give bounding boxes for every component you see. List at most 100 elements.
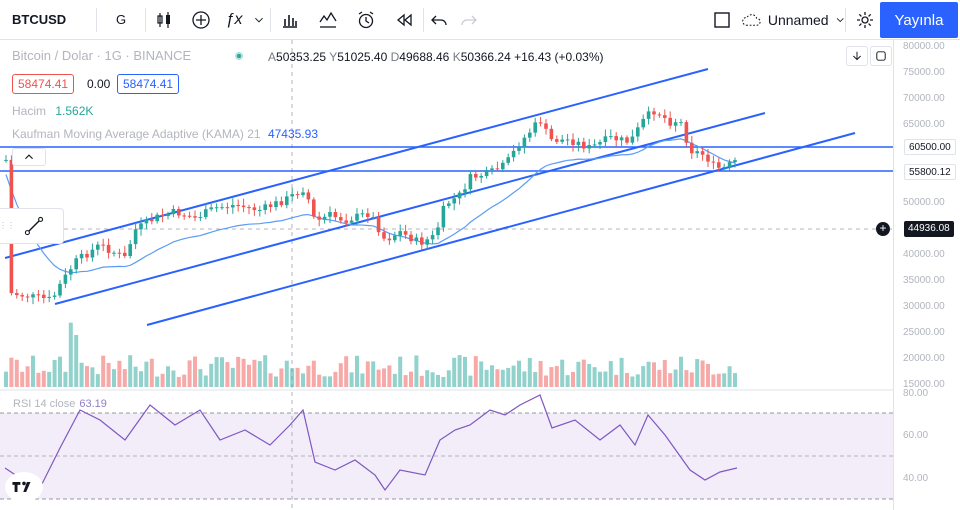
candle-body: [344, 220, 348, 223]
layout-menu-button[interactable]: Unnamed: [741, 0, 845, 40]
chart-type-button[interactable]: [146, 0, 182, 40]
high-value: 51025.40: [337, 50, 388, 64]
maximize-pane-button[interactable]: [870, 46, 892, 66]
top-toolbar: BTCUSD G ƒx Unnamed: [0, 0, 960, 40]
candle-body: [490, 168, 494, 170]
redo-button[interactable]: [454, 0, 484, 40]
open-value: 50353.25: [276, 50, 327, 64]
trend-line-tool[interactable]: [14, 211, 54, 241]
candle-body: [463, 189, 467, 193]
candle-body: [150, 219, 154, 222]
channel-line-lower-1[interactable]: [54, 112, 766, 305]
candle-body: [58, 283, 62, 296]
price-tick: 80000.00: [903, 41, 945, 52]
volume-bar: [727, 366, 732, 387]
candle-body: [355, 213, 359, 221]
buy-price-button[interactable]: 58474.41: [117, 74, 180, 94]
compare-button[interactable]: [182, 0, 220, 40]
fullscreen-button[interactable]: [703, 0, 741, 40]
volume-bar: [284, 360, 289, 387]
candle-body: [598, 142, 602, 145]
templates-button[interactable]: [309, 0, 347, 40]
add-alert-icon[interactable]: +: [876, 222, 890, 236]
volume-bar: [479, 361, 484, 387]
volume-bar: [436, 374, 440, 387]
candle-body: [177, 208, 181, 216]
candle-body: [268, 204, 273, 208]
collapse-legend-button[interactable]: [12, 148, 46, 166]
toolbar-divider: [96, 7, 97, 32]
plus-circle-icon: [192, 10, 210, 29]
rsi-line: [4, 394, 738, 492]
volume-bar: [689, 372, 694, 387]
rsi-value: 63.19: [79, 398, 107, 410]
settings-button[interactable]: [846, 0, 884, 40]
volume-bar: [695, 359, 700, 387]
candle-body: [247, 207, 251, 209]
volume-bar: [571, 371, 575, 387]
volume-bar: [355, 355, 359, 387]
channel-line-lower-2[interactable]: [146, 132, 856, 326]
channel-line-upper-1[interactable]: [4, 68, 709, 259]
indicators-dropdown[interactable]: [248, 0, 270, 40]
volume-bar: [25, 366, 30, 387]
volume-bar: [133, 366, 138, 387]
volume-bar: [52, 359, 57, 387]
price-tick: 50000.00: [903, 197, 945, 208]
candle-body: [528, 132, 532, 138]
volume-bar: [128, 355, 133, 387]
symbol-search-button[interactable]: BTCUSD: [0, 0, 96, 40]
rsi-tick: 40.00: [903, 473, 929, 484]
candle-body: [36, 294, 41, 296]
candle-body: [560, 139, 564, 142]
volume-bar: [625, 372, 629, 387]
publish-button[interactable]: Yayınla: [880, 2, 958, 38]
volume-bar: [398, 356, 403, 387]
candle-body: [285, 196, 289, 206]
undo-button[interactable]: [424, 0, 454, 40]
financials-button[interactable]: [271, 0, 309, 40]
volume-bar: [241, 358, 246, 387]
kama-label: Kaufman Moving Average Adaptive (KAMA) 2…: [12, 127, 261, 141]
candle-body: [155, 214, 159, 222]
low-value: 49688.46: [399, 50, 450, 64]
candle-body: [301, 192, 305, 196]
volume-bar: [403, 375, 408, 387]
volume-bar: [517, 360, 521, 387]
candle-body: [403, 231, 408, 235]
price-tick: 70000.00: [903, 93, 945, 104]
volume-bar: [457, 355, 462, 387]
volume-bar: [522, 371, 527, 387]
volume-bar: [608, 361, 613, 387]
indicators-button[interactable]: ƒx: [220, 0, 248, 40]
volume-bar: [41, 370, 46, 387]
volume-bar: [554, 366, 559, 387]
volume-bar: [414, 355, 419, 387]
volume-bar: [630, 376, 635, 387]
candle-body: [409, 234, 413, 242]
replay-button[interactable]: [385, 0, 423, 40]
candle-body: [15, 293, 19, 296]
volume-bar: [193, 356, 197, 387]
volume-bar: [430, 372, 435, 387]
price-chart[interactable]: [0, 40, 893, 510]
volume-bar: [452, 357, 457, 387]
tradingview-logo[interactable]: [5, 472, 43, 502]
chevron-up-icon: [25, 154, 33, 160]
alert-button[interactable]: [347, 0, 385, 40]
candle-body: [106, 244, 111, 253]
volume-bar: [290, 368, 295, 387]
candle-body: [614, 136, 618, 141]
volume-bar: [198, 369, 203, 387]
volume-bar: [506, 367, 511, 387]
close-value: 50366.24: [460, 50, 511, 64]
candle-body: [31, 294, 35, 298]
sell-price-button[interactable]: 58474.41: [12, 74, 75, 94]
fx-icon: ƒx: [225, 10, 243, 28]
candle-body: [42, 294, 46, 298]
scroll-down-button[interactable]: [846, 46, 868, 66]
candle-body: [339, 217, 343, 221]
price-axis[interactable]: 80000.00 75000.00 70000.00 65000.00 5000…: [893, 40, 960, 510]
drag-handle[interactable]: ⋮⋮: [0, 211, 15, 241]
interval-button[interactable]: G: [97, 0, 145, 40]
